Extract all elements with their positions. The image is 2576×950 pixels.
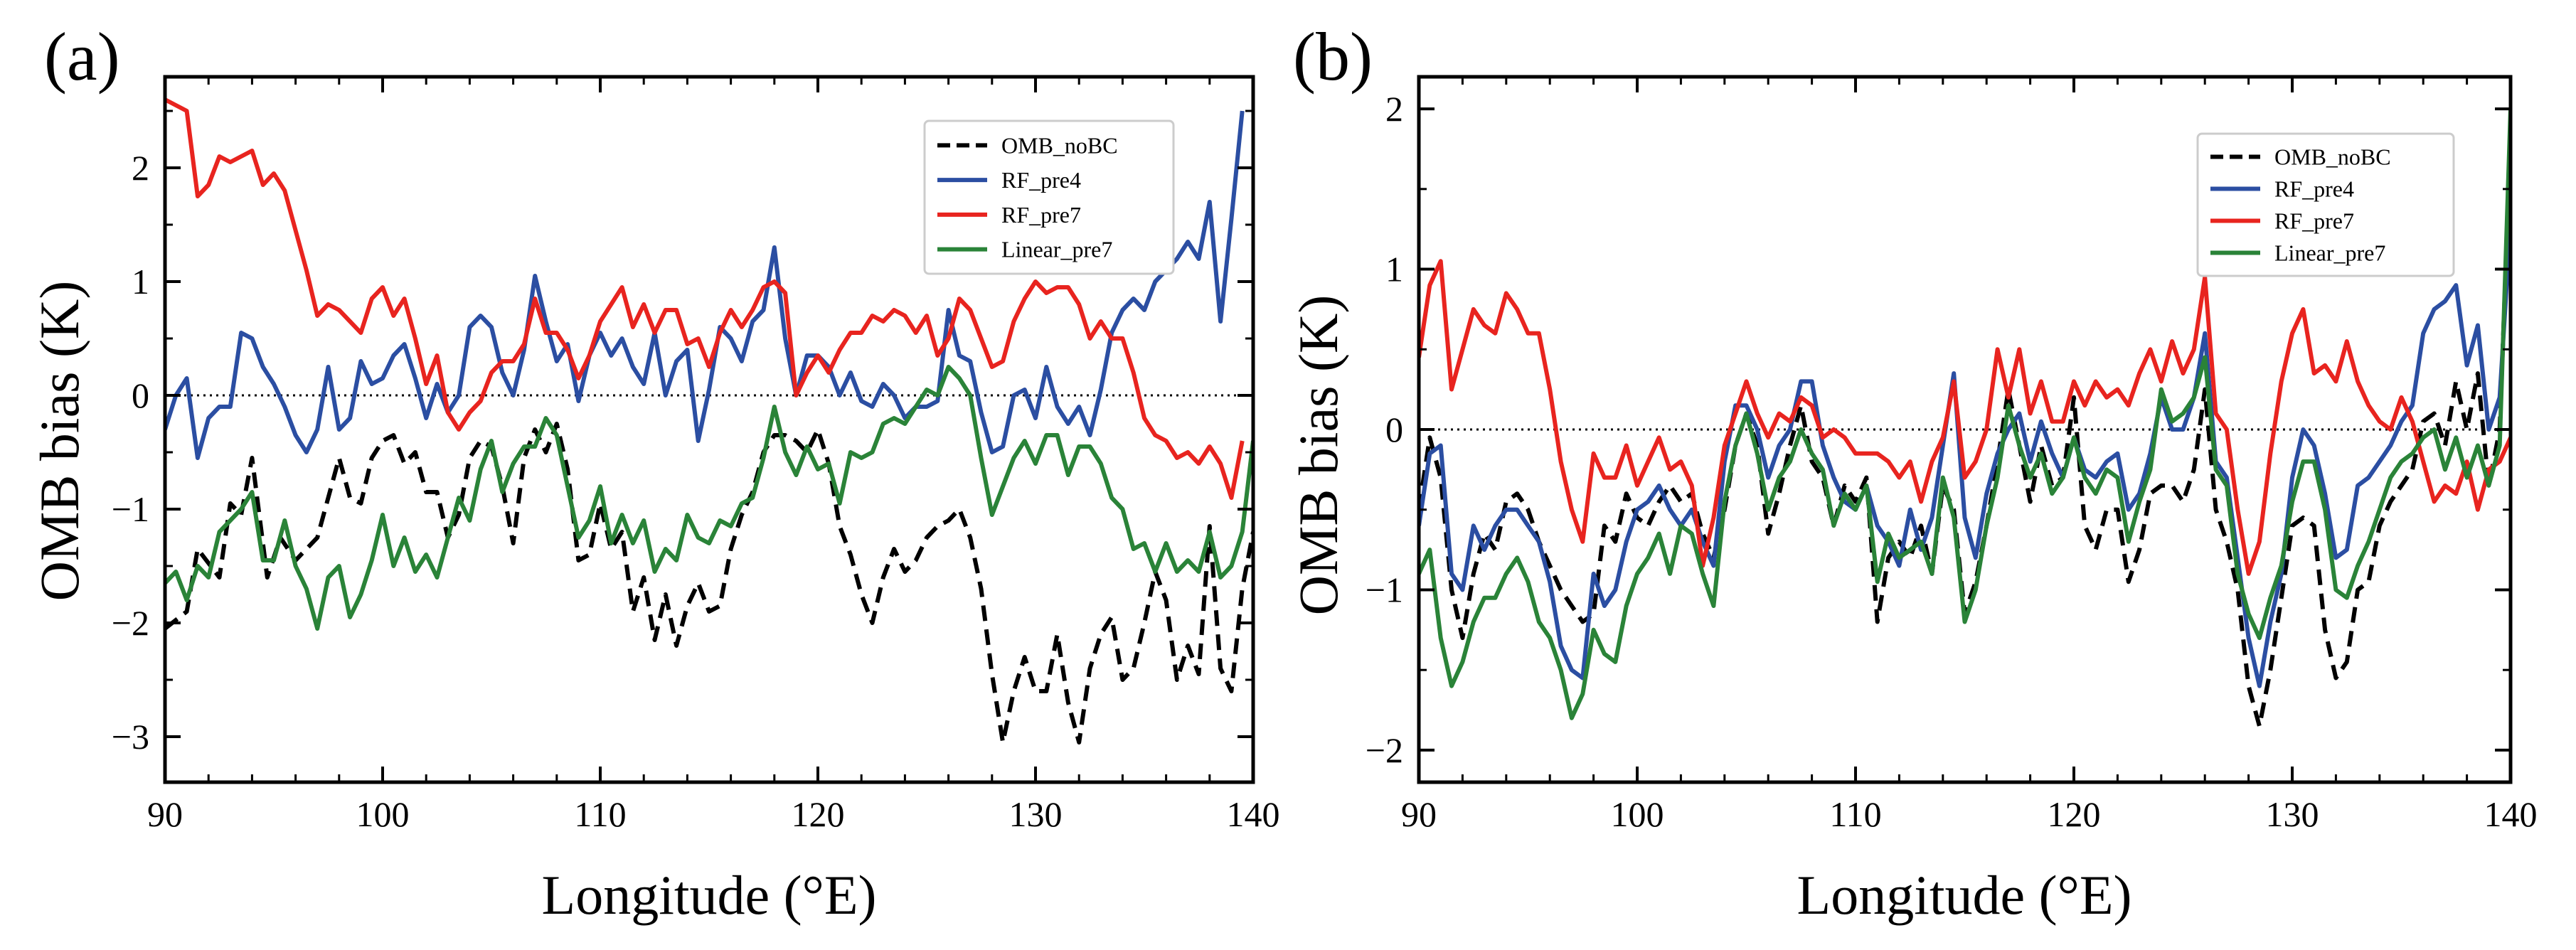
panel-b: (b) 90 100 110 120 130 140 −2 −1 0 1 2 OMB_noBC RF_p… bbox=[1287, 18, 2538, 926]
legend-entry-label: OMB_noBC bbox=[2274, 144, 2391, 170]
x-axis-label: Longitude (°E) bbox=[542, 864, 877, 926]
y-tick-label: −1 bbox=[1366, 570, 1403, 609]
y-tick-label: 0 bbox=[132, 375, 149, 415]
x-tick-label: 110 bbox=[574, 794, 626, 834]
series-line-rf-pre4 bbox=[1419, 220, 2511, 688]
y-tick-label: −3 bbox=[112, 717, 149, 757]
x-tick-label: 100 bbox=[1611, 794, 1664, 834]
x-tick-label: 90 bbox=[147, 794, 183, 834]
y-tick-label: 2 bbox=[132, 148, 149, 188]
x-tick-label: 120 bbox=[2048, 794, 2101, 834]
legend: OMB_noBC RF_pre4 RF_pre7 Linear_pre7 bbox=[923, 119, 1175, 275]
x-tick-label: 90 bbox=[1401, 794, 1437, 834]
series-group bbox=[1419, 109, 2511, 729]
legend-box bbox=[923, 119, 1175, 275]
x-tick-label: 100 bbox=[356, 794, 410, 834]
x-tick-label: 130 bbox=[1009, 794, 1063, 834]
plot-frame bbox=[163, 75, 1255, 784]
y-tick-label: 2 bbox=[1385, 89, 1403, 129]
series-line-omb-nobc bbox=[165, 422, 1253, 744]
legend-entry-label: Linear_pre7 bbox=[2274, 240, 2385, 266]
legend-entry-label: OMB_noBC bbox=[1001, 132, 1118, 158]
y-tick-label: −2 bbox=[1366, 730, 1403, 770]
x-axis-label: Longitude (°E) bbox=[1797, 864, 2132, 926]
y-axis-label: OMB bias (K) bbox=[28, 281, 90, 602]
series-line-rf-pre4 bbox=[165, 110, 1245, 460]
x-tick-label: 130 bbox=[2266, 794, 2319, 834]
x-tick-label: 140 bbox=[1227, 794, 1280, 834]
panel-a: (a) 90 100 110 120 130 140 −3 −2 −1 0 1 2 OMB_noBC RF… bbox=[28, 18, 1280, 926]
x-tick-label: 110 bbox=[1829, 794, 1881, 834]
legend-entry-label: RF_pre7 bbox=[2274, 208, 2354, 234]
plot-frame bbox=[1417, 75, 2513, 784]
x-tick-label: 120 bbox=[792, 794, 845, 834]
plot-area: 90 100 110 120 130 140 −3 −2 −1 0 1 2 OMB_noBC RF_pre… bbox=[112, 75, 1280, 834]
y-tick-label: 1 bbox=[1385, 250, 1403, 289]
y-tick-label: 0 bbox=[1385, 410, 1403, 449]
legend-entry-label: RF_pre4 bbox=[1001, 167, 1081, 193]
legend-entry-label: RF_pre4 bbox=[2274, 176, 2354, 202]
plot-area: 90 100 110 120 130 140 −2 −1 0 1 2 OMB_noBC RF_pre4 R… bbox=[1366, 75, 2538, 834]
x-tick-label: 140 bbox=[2484, 794, 2538, 834]
legend-box bbox=[2196, 132, 2455, 277]
legend: OMB_noBC RF_pre4 RF_pre7 Linear_pre7 bbox=[2196, 132, 2455, 277]
y-tick-label: −2 bbox=[112, 603, 149, 643]
legend-entry-label: Linear_pre7 bbox=[1001, 237, 1112, 262]
panel-label: (b) bbox=[1293, 18, 1373, 95]
series-line-linear-pre7 bbox=[1419, 109, 2511, 720]
y-tick-label: 1 bbox=[132, 262, 149, 301]
panel-label: (a) bbox=[44, 18, 120, 95]
series-line-linear-pre7 bbox=[165, 365, 1253, 631]
y-tick-label: −1 bbox=[112, 489, 149, 529]
y-axis-label: OMB bias (K) bbox=[1287, 295, 1349, 616]
series-group bbox=[165, 97, 1253, 744]
legend-entry-label: RF_pre7 bbox=[1001, 202, 1081, 228]
series-line-rf-pre7 bbox=[165, 97, 1245, 500]
series-line-rf-pre7 bbox=[1419, 259, 2511, 576]
